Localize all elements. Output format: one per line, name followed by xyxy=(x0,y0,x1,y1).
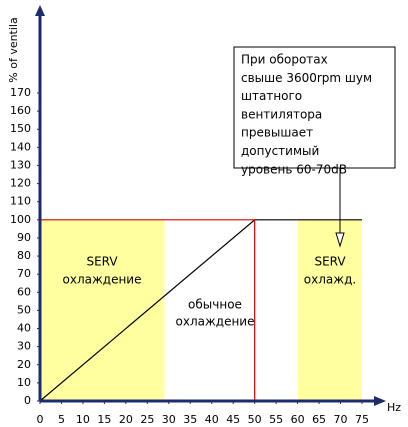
callout-text: уровень 60-70dB xyxy=(241,162,347,176)
y-tick-label: 10 xyxy=(17,376,31,389)
x-tick-label: 55 xyxy=(269,413,283,426)
y-tick-label: 90 xyxy=(17,231,31,244)
y-tick-label: 40 xyxy=(17,322,31,335)
x-axis-arrow xyxy=(374,396,386,406)
callout-text: превышает xyxy=(241,126,313,140)
x-tick-label: 10 xyxy=(76,413,90,426)
band-label: SERV xyxy=(314,255,346,269)
y-tick-label: 140 xyxy=(10,140,31,153)
x-tick-label: 5 xyxy=(58,413,65,426)
x-tick-label: 70 xyxy=(334,413,348,426)
callout-box xyxy=(233,46,396,169)
callout-text: свыше 3600rpm шум xyxy=(241,71,372,85)
y-tick-label: 60 xyxy=(17,285,31,298)
y-tick-label: 80 xyxy=(17,249,31,262)
callout-text: штатного xyxy=(241,89,302,103)
annotation: обычное xyxy=(188,298,242,312)
x-tick-label: 40 xyxy=(205,413,219,426)
callout-text: При оборотах xyxy=(241,53,328,67)
y-tick-label: 150 xyxy=(10,122,31,135)
callout-text: вентилятора xyxy=(241,107,322,121)
x-tick-label: 75 xyxy=(355,413,369,426)
x-tick-label: 65 xyxy=(312,413,326,426)
x-tick-label: 50 xyxy=(248,413,262,426)
band xyxy=(40,219,165,401)
x-tick-label: 60 xyxy=(291,413,305,426)
y-tick-label: 100 xyxy=(10,213,31,226)
band-label: охлажд. xyxy=(304,273,356,287)
band-label: SERV xyxy=(86,255,118,269)
line xyxy=(39,219,256,402)
y-tick-label: 70 xyxy=(17,267,31,280)
y-tick-label: 0 xyxy=(24,394,31,407)
y-tick-label: 170 xyxy=(10,86,31,99)
x-tick-label: 25 xyxy=(140,413,154,426)
x-tick-label: 45 xyxy=(226,413,240,426)
callout-text: допустимый xyxy=(241,144,319,158)
y-axis-arrow xyxy=(35,5,45,16)
x-tick-label: 15 xyxy=(97,413,111,426)
y-tick-label: 120 xyxy=(10,177,31,190)
y-tick-label: 160 xyxy=(10,104,31,117)
callout-arrowhead xyxy=(335,232,345,248)
y-tick-label: 130 xyxy=(10,158,31,171)
band-label: охлаждение xyxy=(63,273,142,287)
y-tick-label: 50 xyxy=(17,303,31,316)
x-axis-label: Hz xyxy=(387,401,401,414)
x-tick-label: 30 xyxy=(162,413,176,426)
y-tick-label: 30 xyxy=(17,340,31,353)
y-axis-label: % of ventila xyxy=(7,17,20,82)
x-tick-label: 0 xyxy=(37,413,44,426)
y-tick-label: 20 xyxy=(17,358,31,371)
annotation: охлаждение xyxy=(176,315,255,329)
x-tick-label: 35 xyxy=(183,413,197,426)
x-tick-label: 20 xyxy=(119,413,133,426)
y-tick-label: 110 xyxy=(10,195,31,208)
band xyxy=(297,219,362,401)
